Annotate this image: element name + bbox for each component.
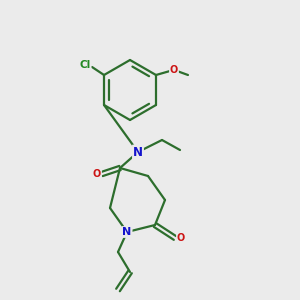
Text: N: N bbox=[122, 227, 132, 237]
Text: N: N bbox=[133, 146, 143, 158]
Text: O: O bbox=[177, 233, 185, 243]
Text: Cl: Cl bbox=[80, 60, 91, 70]
Text: O: O bbox=[170, 65, 178, 75]
Text: O: O bbox=[93, 169, 101, 179]
